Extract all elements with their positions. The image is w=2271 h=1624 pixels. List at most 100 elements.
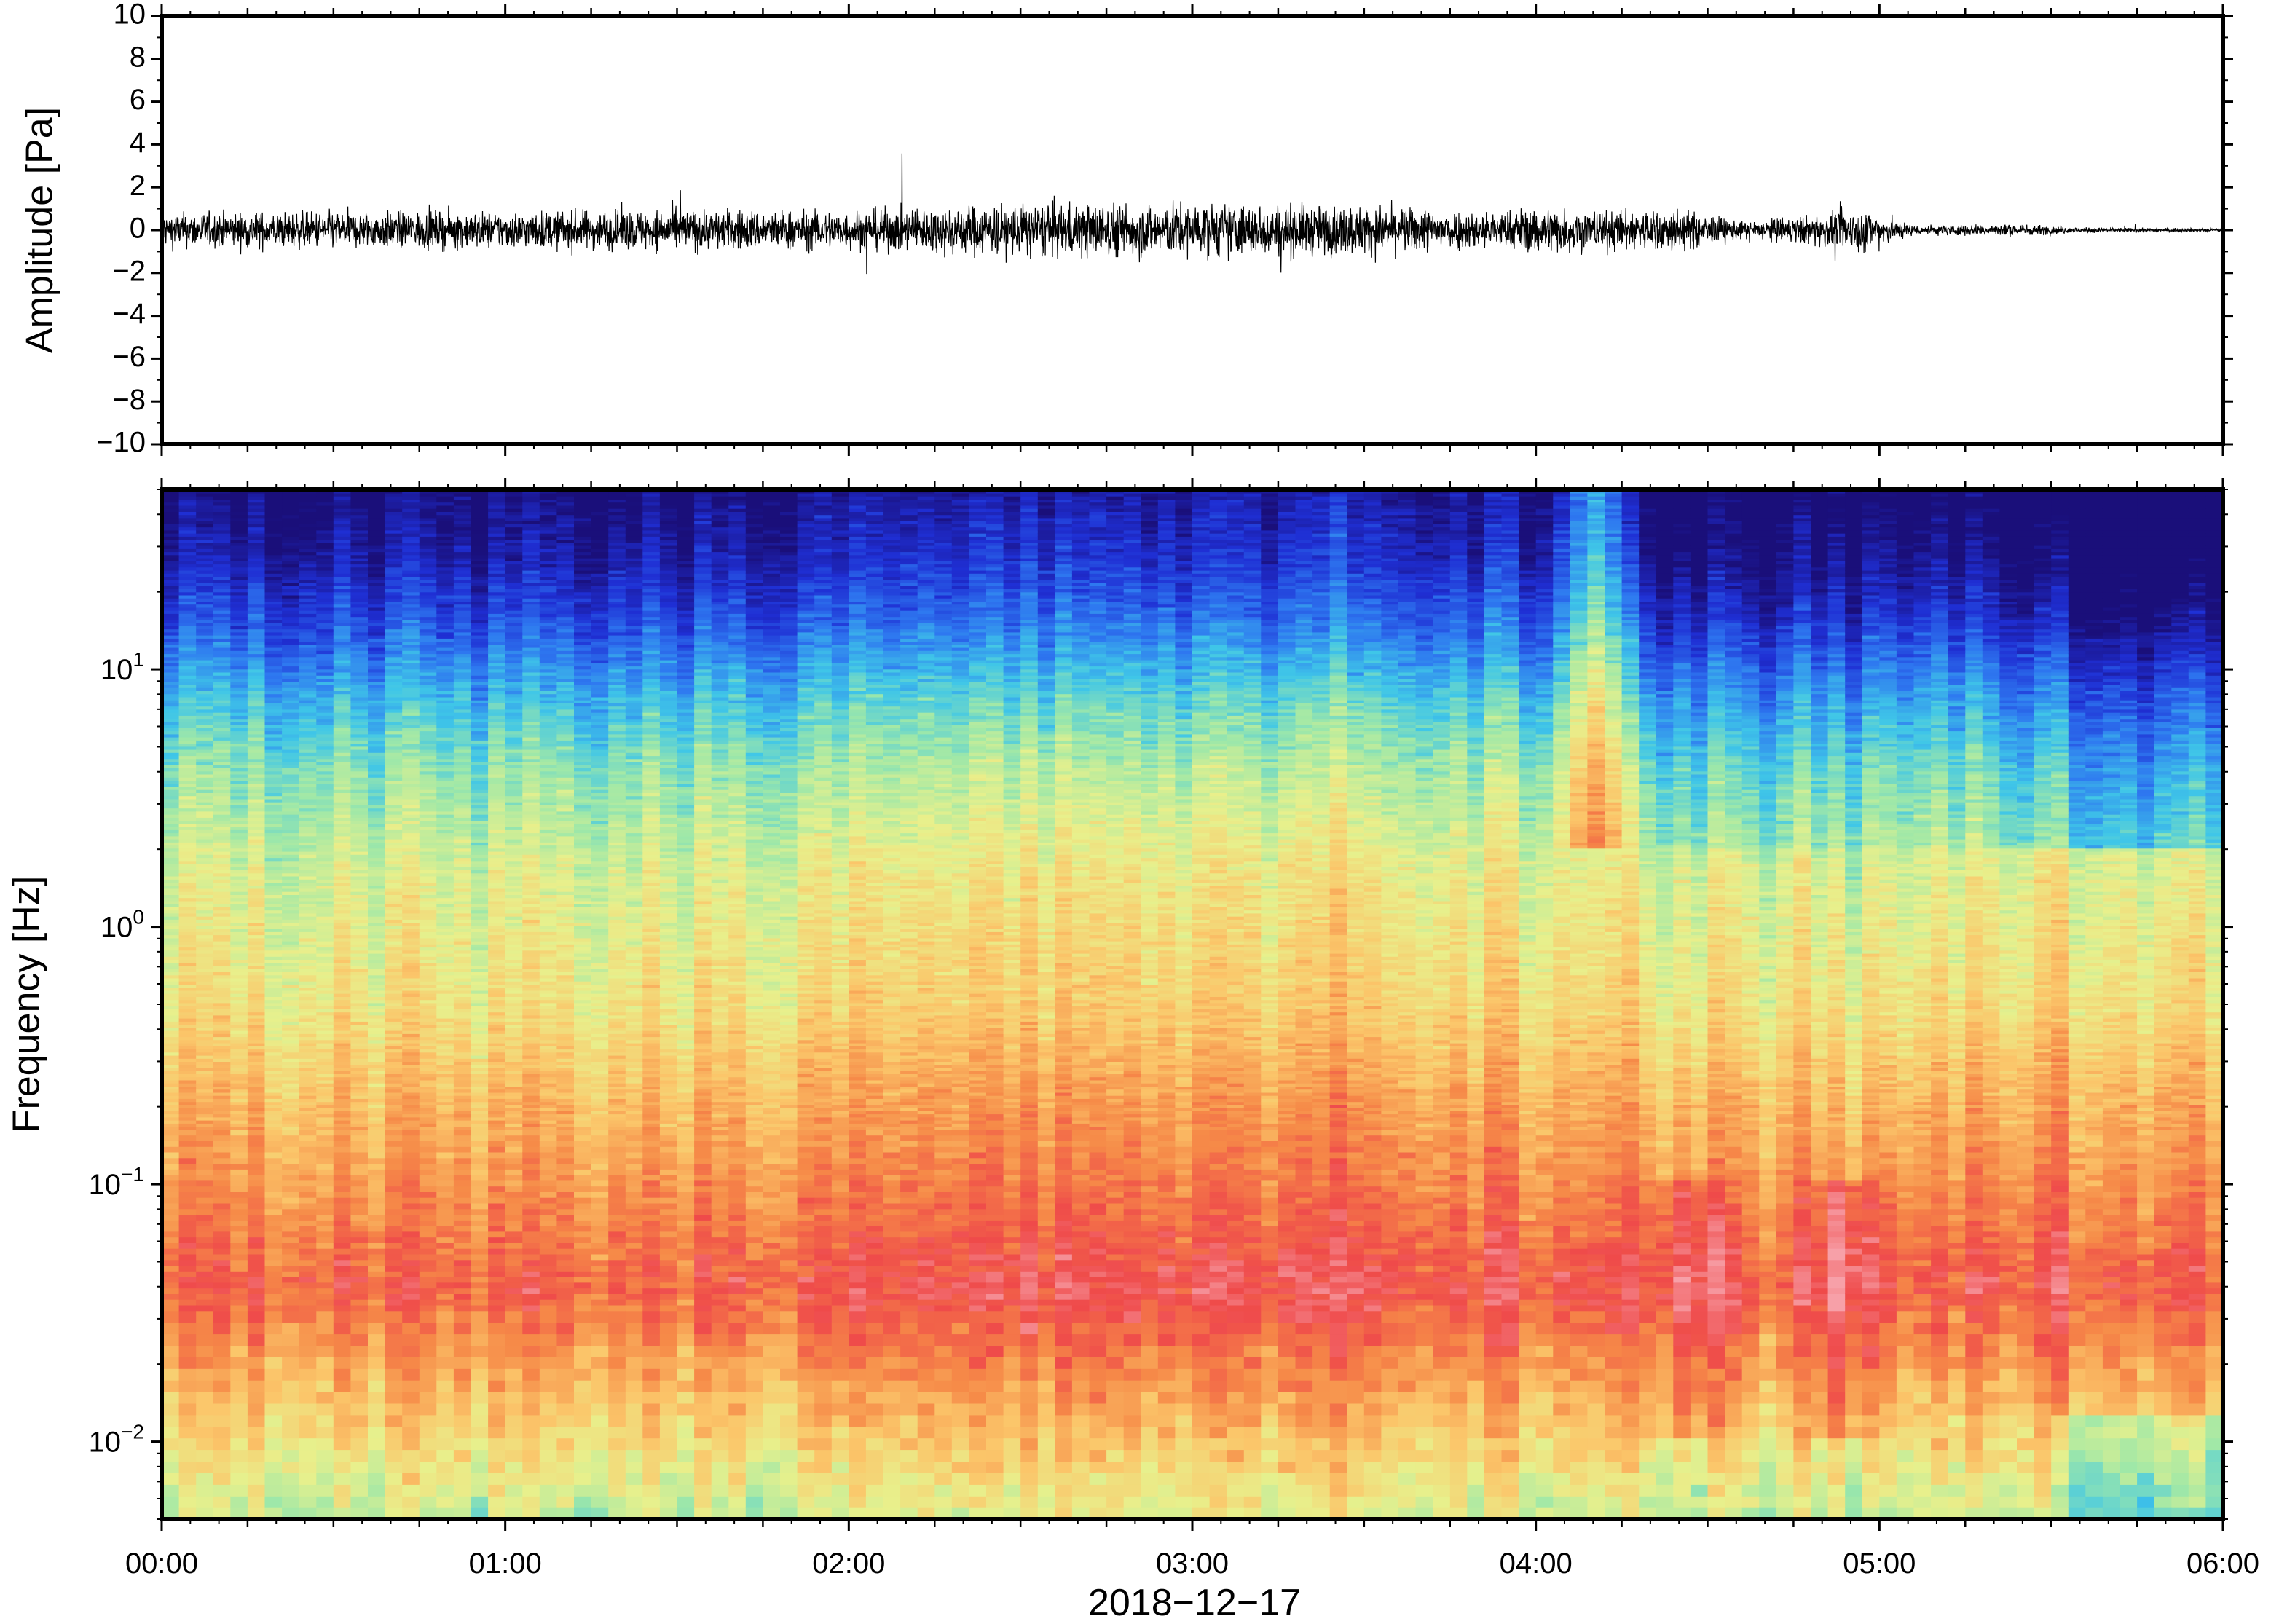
spectrogram-cell (334, 1152, 351, 1158)
spectrogram-cell (368, 824, 385, 827)
spectrogram-cell (350, 926, 368, 929)
spectrogram-cell (368, 1380, 385, 1392)
spectrogram-cell (316, 886, 334, 889)
spectrogram-cell (213, 669, 231, 673)
spectrogram-cell (316, 926, 334, 929)
spectrogram-cell (350, 1191, 368, 1197)
spectrogram-cell (350, 784, 368, 787)
spectrogram-cell (436, 805, 454, 808)
spectrogram-cell (248, 669, 265, 673)
spectrogram-cell (385, 561, 403, 564)
spectrogram-cell (213, 990, 231, 994)
spectrogram-cell (230, 567, 248, 571)
spectrogram-cell (454, 589, 471, 593)
spectrogram-cell (385, 984, 403, 988)
spectrogram-cell (179, 694, 197, 698)
spectrogram-cell (213, 1403, 231, 1416)
spectrogram-cell (265, 685, 283, 688)
spectrogram-cell (402, 1215, 420, 1221)
spectrogram-cell (454, 1473, 471, 1485)
spectrogram-cell (436, 598, 454, 602)
spectrogram-cell (230, 524, 248, 527)
spectrogram-cell (162, 666, 179, 670)
spectrogram-cell (248, 577, 265, 580)
spectrogram-cell (299, 552, 317, 556)
spectrogram-cell (385, 1158, 403, 1164)
spectrogram-cell (334, 873, 351, 877)
spectrogram-cell (213, 1089, 231, 1093)
spectrogram-cell (420, 1009, 437, 1012)
spectrogram-cell (282, 1496, 299, 1508)
spectrogram-cell (316, 1203, 334, 1209)
spectrogram-cell (248, 963, 265, 966)
spectrogram-cell (316, 1086, 334, 1089)
spectrogram-cell (213, 916, 231, 920)
spectrogram-cell (402, 1012, 420, 1016)
spectrogram-cell (213, 1215, 231, 1221)
spectrogram-cell (316, 530, 334, 534)
spectrogram-cell (316, 737, 334, 741)
spectrogram-cell (316, 978, 334, 982)
spectrogram-cell (368, 1073, 385, 1077)
spectrogram-cell (368, 848, 385, 852)
spectrogram-cell (436, 746, 454, 750)
spectrogram-cell (334, 814, 351, 818)
spectrogram-cell (420, 1169, 437, 1175)
spectrogram-cell (368, 907, 385, 910)
spectrogram-cell (402, 984, 420, 988)
spectrogram-cell (368, 508, 385, 512)
spectrogram-cell (179, 734, 197, 738)
spectrogram-cell (350, 1462, 368, 1474)
spectrogram-cell (420, 690, 437, 694)
spectrogram-cell (196, 926, 213, 929)
spectrogram-cell (385, 768, 403, 772)
spectrogram-cell (436, 1186, 454, 1192)
spectrogram-cell (471, 1028, 489, 1031)
spectrogram-cell (402, 524, 420, 527)
spectrogram-cell (385, 960, 403, 963)
spectrogram-cell (402, 725, 420, 728)
spectrogram-cell (402, 931, 420, 935)
spectrogram-cell (282, 647, 299, 651)
spectrogram-cell (350, 722, 368, 725)
spectrogram-cell (420, 784, 437, 787)
spectrogram-cell (282, 543, 299, 546)
spectrogram-cell (316, 669, 334, 673)
spectrogram-cell (213, 1111, 231, 1114)
spectrogram-cell (248, 746, 265, 750)
spectrogram-cell (162, 752, 179, 756)
spectrogram-cell (196, 709, 213, 713)
spectrogram-cell (282, 799, 299, 803)
spectrogram-cell (436, 610, 454, 614)
spectrogram-cell (230, 1114, 248, 1118)
spectrogram-cell (299, 854, 317, 858)
spectrogram-cell (385, 1248, 403, 1254)
spectrogram-cell (265, 1105, 283, 1108)
spectrogram-cell (454, 993, 471, 997)
spectrogram-cell (179, 626, 197, 629)
spectrogram-cell (334, 583, 351, 586)
spectrogram-cell (179, 1095, 197, 1099)
spectrogram-cell (454, 1135, 471, 1141)
spectrogram-cell (162, 709, 179, 713)
spectrogram-cell (454, 555, 471, 559)
spectrogram-cell (196, 876, 213, 880)
spectrogram-cell (471, 1065, 489, 1068)
spectrogram-cell (385, 1438, 403, 1451)
spectrogram-cell (316, 975, 334, 979)
spectrogram-cell (385, 975, 403, 979)
spectrogram-cell (213, 715, 231, 719)
spectrogram-cell (454, 515, 471, 519)
spectrogram-cell (299, 1018, 317, 1022)
spectrogram-cell (213, 725, 231, 728)
spectrogram-cell (402, 1260, 420, 1266)
spectrogram-cell (299, 1080, 317, 1084)
spectrogram-cell (385, 1123, 403, 1127)
spectrogram-cell (179, 1311, 197, 1323)
spectrogram-cell (162, 1427, 179, 1439)
spectrogram-cell (368, 870, 385, 874)
spectrogram-cell (334, 672, 351, 676)
spectrogram-cell (282, 1033, 299, 1037)
spectrogram-cell (368, 966, 385, 969)
spectrogram-cell (230, 1127, 248, 1130)
